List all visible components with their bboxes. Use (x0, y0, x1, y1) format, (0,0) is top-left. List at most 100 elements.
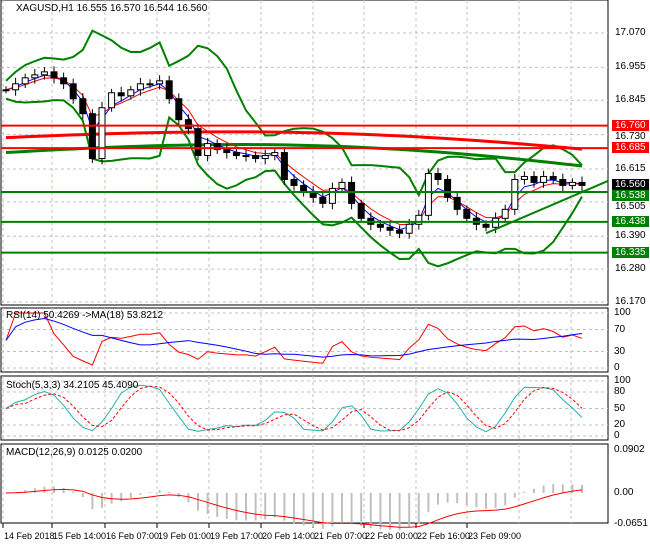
time-tick: 22 Feb 16:00 (417, 531, 471, 541)
candle-body (165, 80, 173, 100)
price-tick: 16.615 (615, 162, 646, 174)
rsi-title: RSI(14) 50.4269 ->MA(18) 53.8212 (6, 310, 164, 321)
candle-body (501, 208, 509, 219)
candle-body (578, 181, 586, 186)
stoch-title: Stoch(5,3,3) 34.2105 45.4090 (6, 380, 139, 391)
stoch-tick: 20 (614, 419, 626, 430)
rsi-tick: 30 (614, 345, 626, 357)
candle-body (280, 152, 288, 180)
stoch-signal-line (5, 385, 583, 432)
candle-body (453, 196, 461, 210)
candle-body (271, 152, 279, 157)
candle-body (60, 77, 68, 85)
level-label: 16.438 (612, 215, 649, 227)
candle-body (568, 181, 576, 186)
candle-body (261, 155, 269, 160)
panel-frame (0, 307, 609, 373)
rsi-tick: 0 (614, 362, 620, 373)
candle-body (434, 172, 442, 180)
candle-body (2, 89, 10, 92)
stoch-tick: 0 (614, 430, 620, 441)
candle-body (204, 143, 212, 157)
candle-body (108, 92, 116, 109)
panel-frame (0, 0, 609, 306)
symbol-label: XAGUSD,H1 (16, 3, 74, 14)
candle-body (357, 202, 365, 219)
price-tick: 16.170 (615, 296, 646, 307)
candle-body (232, 152, 240, 157)
candle-body (463, 208, 471, 219)
candle-body (175, 98, 183, 121)
current-price-label: 16.560 (612, 179, 649, 191)
time-tick: 19 Feb 01:00 (158, 531, 212, 541)
level-label: 16.685 (612, 142, 649, 154)
candle-body (511, 178, 519, 210)
rsi-ma-line (5, 317, 583, 358)
stoch-tick: 80 (614, 386, 626, 397)
candle-body (146, 83, 154, 86)
time-tick: 16 Feb 07:00 (106, 531, 160, 541)
candle-body (319, 196, 327, 204)
candle-body (520, 175, 528, 180)
candle-body (252, 155, 260, 160)
bollinger-upper (5, 29, 583, 198)
stoch-main-line (5, 384, 583, 433)
level-label: 16.760 (612, 119, 649, 131)
candle-body (396, 229, 404, 234)
candle-body (290, 178, 298, 186)
candle-body (386, 226, 394, 231)
candle-body (12, 83, 20, 91)
candle-body (559, 178, 567, 186)
price-tick: 17.070 (615, 27, 646, 38)
price-tick: 16.845 (615, 94, 646, 106)
candle-body (98, 107, 106, 160)
candle-body (415, 214, 423, 225)
macd-title: MACD(12,26,9) 0.0125 0.0200 (6, 447, 143, 458)
trend-line (485, 180, 609, 235)
chart-title: XAGUSD,H1 16.555 16.570 16.544 16.560 (16, 3, 207, 14)
time-tick: 22 Feb 00:00 (365, 531, 419, 541)
time-tick: 14 Feb 2018 (4, 531, 55, 541)
candle-body (31, 74, 39, 79)
candle-body (136, 83, 144, 91)
time-tick: 15 Feb 14:00 (53, 531, 107, 541)
candle-body (184, 119, 192, 130)
time-tick: 20 Feb 14:00 (262, 531, 316, 541)
candle-body (156, 80, 164, 85)
candle-body (194, 128, 202, 157)
rsi-tick: 70 (614, 323, 626, 335)
candle-body (242, 155, 250, 158)
candle-body (405, 223, 413, 234)
candle-body (328, 187, 336, 204)
rsi-tick: 100 (614, 307, 631, 318)
stoch-tick: 50 (614, 402, 626, 414)
candle-body (88, 113, 96, 160)
stoch-tick: 100 (614, 375, 631, 386)
candle-body (21, 77, 29, 85)
candle-body (300, 184, 308, 192)
time-tick: 21 Feb 07:00 (314, 531, 368, 541)
price-tick: 16.390 (615, 230, 646, 242)
candle-body (540, 175, 548, 183)
price-tick: 16.505 (615, 201, 646, 213)
macd-signal-line (5, 488, 583, 528)
candle-body (69, 83, 77, 100)
candle-body (444, 178, 452, 198)
candle-body (127, 89, 135, 97)
candle-body (530, 175, 538, 183)
candle-body (376, 223, 384, 228)
level-label: 16.335 (612, 246, 649, 258)
candle-body (223, 149, 231, 154)
ohlc-values: 16.555 16.570 16.544 16.560 (76, 3, 208, 14)
time-tick: 19 Feb 17:00 (210, 531, 264, 541)
price-tick: 16.730 (615, 130, 646, 142)
level-label: 16.538 (612, 190, 649, 202)
macd-tick: -0.0651 (614, 518, 648, 530)
time-tick: 23 Feb 09:00 (468, 531, 522, 541)
rsi-line (5, 312, 583, 366)
candle-body (79, 98, 87, 115)
price-tick: 16.280 (615, 263, 646, 275)
macd-tick: 0.0902 (614, 444, 645, 455)
